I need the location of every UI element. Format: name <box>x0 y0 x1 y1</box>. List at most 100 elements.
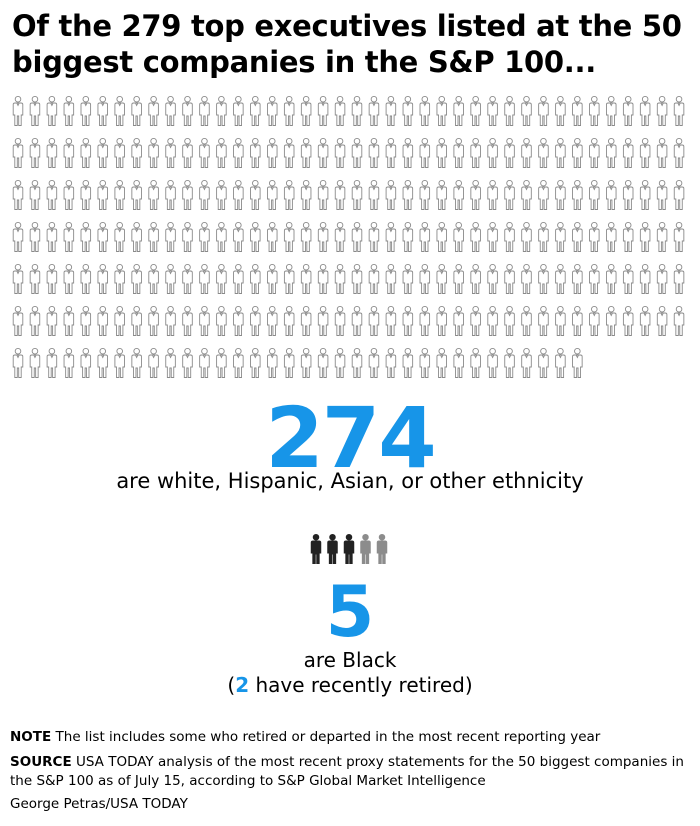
executive-icon <box>504 347 515 378</box>
executive-icon <box>267 221 278 252</box>
executive-icon <box>63 305 75 336</box>
executive-icon <box>639 179 651 210</box>
source-label: SOURCE <box>10 754 72 770</box>
executive-icon <box>385 305 397 336</box>
executive-icon <box>216 137 227 168</box>
executive-icon <box>385 263 397 294</box>
executive-icon <box>29 221 41 252</box>
executive-icon <box>538 305 549 336</box>
executive-icon <box>250 221 261 252</box>
executive-icon <box>97 137 108 168</box>
executive-icon <box>63 95 75 126</box>
executive-icon <box>368 179 380 210</box>
executive-icon <box>504 221 515 252</box>
executive-icon <box>97 221 108 252</box>
executive-icon <box>114 137 125 168</box>
executive-icon <box>46 137 58 168</box>
executive-icon <box>419 95 431 126</box>
executive-icon <box>656 137 668 168</box>
executive-icon <box>12 347 24 378</box>
executive-icon <box>673 137 685 168</box>
executive-icon <box>131 221 142 252</box>
executive-icon <box>63 263 75 294</box>
executive-icon <box>555 305 566 336</box>
executive-icon <box>351 179 363 210</box>
executive-icon <box>521 221 532 252</box>
executive-icon <box>131 95 142 126</box>
executive-icon <box>639 305 651 336</box>
executive-icon <box>656 263 668 294</box>
executive-icon <box>470 263 481 294</box>
executive-icon <box>97 95 108 126</box>
executive-icon <box>114 179 125 210</box>
executive-icon <box>419 179 431 210</box>
executive-icon <box>182 221 193 252</box>
executive-icon <box>317 137 329 168</box>
executive-icon <box>589 305 600 336</box>
executive-icon <box>250 347 261 378</box>
executive-icon <box>199 137 210 168</box>
executive-icon <box>351 305 363 336</box>
executive-icon <box>29 137 41 168</box>
executive-icon <box>114 347 125 378</box>
executive-icon <box>385 95 397 126</box>
executive-icon <box>12 95 24 126</box>
executive-icon <box>385 221 397 252</box>
executive-icon <box>97 263 108 294</box>
executive-icon <box>538 263 549 294</box>
executive-icon <box>419 305 431 336</box>
executive-icon <box>80 347 92 378</box>
executive-icon <box>572 263 583 294</box>
executive-icon <box>63 347 75 378</box>
executive-icon <box>504 95 515 126</box>
executive-icon <box>267 179 278 210</box>
executive-icon <box>46 305 58 336</box>
executive-icon <box>521 137 532 168</box>
executive-icon <box>470 179 481 210</box>
executive-icon <box>148 179 159 210</box>
executive-icon <box>216 221 227 252</box>
executive-icon <box>283 221 295 252</box>
executive-icon <box>182 263 193 294</box>
executive-icon <box>165 137 176 168</box>
executive-icon <box>63 221 75 252</box>
executive-icon <box>622 95 634 126</box>
executive-icon <box>436 221 447 252</box>
executive-icon <box>351 263 363 294</box>
executive-icon <box>182 347 193 378</box>
retired-executive-icon <box>376 533 388 564</box>
executive-icon <box>504 305 515 336</box>
executive-icon <box>267 95 278 126</box>
executive-icon <box>487 137 498 168</box>
executive-icon <box>300 179 312 210</box>
executive-icon <box>419 137 431 168</box>
executive-icon <box>182 179 193 210</box>
executive-icon <box>673 221 685 252</box>
executive-icon <box>453 179 464 210</box>
black-label-block: are Black (2 have recently retired) <box>0 648 700 698</box>
executive-icon <box>656 95 668 126</box>
executive-icon <box>656 305 668 336</box>
executive-icon <box>368 137 380 168</box>
executive-icon <box>148 305 159 336</box>
executive-icon <box>453 347 464 378</box>
executive-icon <box>572 347 583 378</box>
executive-icon <box>351 95 363 126</box>
executive-icon <box>12 263 24 294</box>
source-text: USA TODAY analysis of the most recent pr… <box>10 754 684 789</box>
executive-icon <box>317 347 329 378</box>
executive-icon <box>283 95 295 126</box>
executive-icon <box>351 137 363 168</box>
executive-icon <box>351 347 363 378</box>
executive-icon <box>97 179 108 210</box>
executive-icon <box>97 305 108 336</box>
executive-icon <box>453 305 464 336</box>
executive-icon <box>436 305 447 336</box>
executive-icon <box>267 305 278 336</box>
executive-icon <box>521 95 532 126</box>
executive-icon <box>63 179 75 210</box>
executive-icon <box>639 95 651 126</box>
executive-icon <box>470 305 481 336</box>
black-count: 5 <box>325 571 375 653</box>
white-other-count: 274 <box>265 389 436 487</box>
